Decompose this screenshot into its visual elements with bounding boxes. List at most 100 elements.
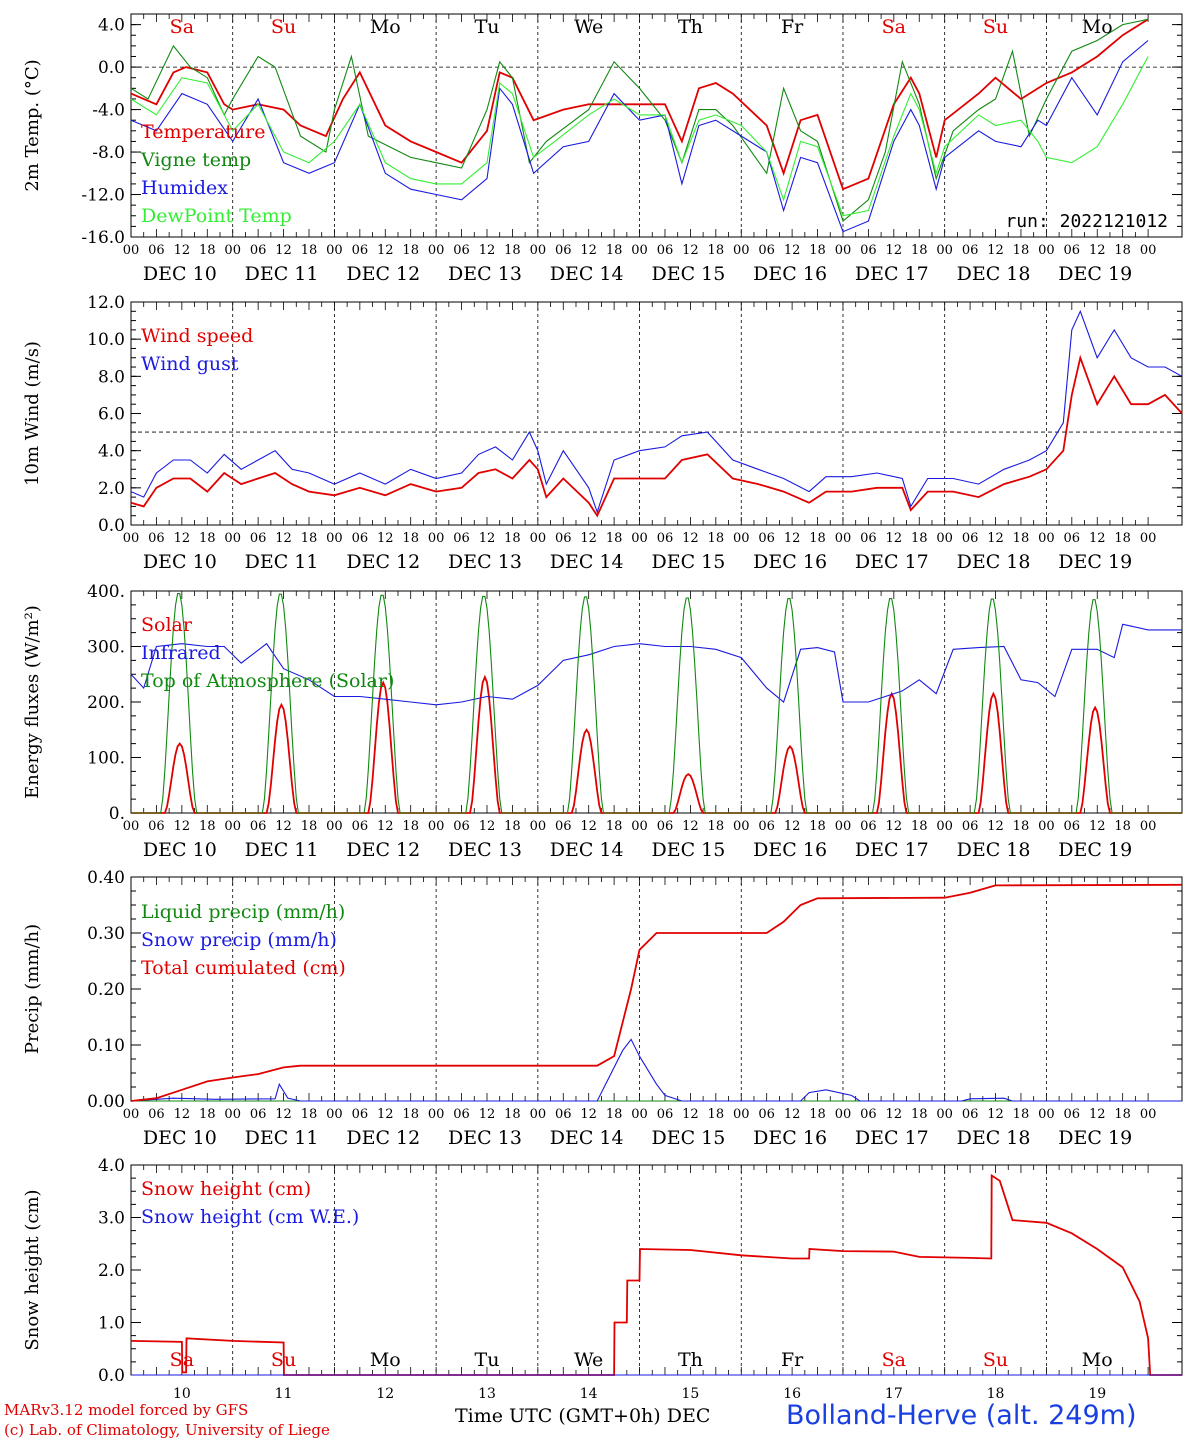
hour-tick-label: 06 bbox=[1064, 1107, 1081, 1122]
date-label: DEC 14 bbox=[550, 1127, 624, 1149]
panel-1 bbox=[130, 13, 1183, 238]
series-line-humidex bbox=[130, 40, 1149, 233]
day-name-top: Tu bbox=[475, 16, 500, 38]
date-label: DEC 15 bbox=[651, 263, 725, 285]
hour-tick-label: 00 bbox=[1038, 243, 1055, 258]
hour-tick-label: 12 bbox=[580, 819, 597, 834]
hour-tick-label: 12 bbox=[886, 531, 903, 546]
hour-tick-label: 18 bbox=[504, 819, 521, 834]
hour-tick-label: 18 bbox=[809, 531, 826, 546]
hour-tick-label: 18 bbox=[1013, 1107, 1030, 1122]
hour-tick-label: 00 bbox=[835, 531, 852, 546]
hour-tick-label: 00 bbox=[123, 243, 140, 258]
hour-tick-label: 18 bbox=[911, 531, 928, 546]
y-tick-label: 100. bbox=[87, 749, 125, 769]
hour-tick-label: 00 bbox=[733, 531, 750, 546]
hour-tick-label: 18 bbox=[708, 243, 725, 258]
hour-tick-label: 00 bbox=[1038, 1107, 1055, 1122]
hour-tick-label: 18 bbox=[606, 243, 623, 258]
hour-tick-label: 12 bbox=[987, 531, 1004, 546]
date-label: DEC 16 bbox=[753, 551, 827, 573]
hour-tick-label: 12 bbox=[479, 819, 496, 834]
day-name-top: Fr bbox=[781, 16, 804, 38]
date-label: DEC 16 bbox=[753, 1127, 827, 1149]
hour-tick-label: 06 bbox=[250, 819, 267, 834]
hour-tick-label: 12 bbox=[275, 819, 292, 834]
y-axis-label: Snow height (cm) bbox=[22, 1189, 43, 1350]
y-tick-label: 3.0 bbox=[98, 1209, 125, 1229]
panel-5 bbox=[130, 1164, 1183, 1376]
hour-tick-label: 00 bbox=[326, 243, 343, 258]
date-label: DEC 13 bbox=[448, 1127, 522, 1149]
y-tick-label: -8.0 bbox=[92, 143, 125, 163]
y-tick-label: 4.0 bbox=[98, 16, 125, 36]
hour-tick-label: 18 bbox=[1114, 243, 1131, 258]
hour-tick-label: 00 bbox=[1140, 531, 1157, 546]
date-label: DEC 17 bbox=[855, 1127, 929, 1149]
hour-tick-label: 06 bbox=[555, 1107, 572, 1122]
panel-frame bbox=[130, 301, 1183, 526]
hour-tick-label: 12 bbox=[784, 1107, 801, 1122]
model-credit: MARv3.12 model forced by GFS bbox=[4, 1401, 249, 1419]
y-tick-label: 0.00 bbox=[87, 1092, 125, 1112]
day-name-bottom: Sa bbox=[170, 1349, 194, 1371]
hour-tick-label: 00 bbox=[123, 531, 140, 546]
y-tick-label: 4.0 bbox=[98, 1156, 125, 1176]
hour-tick-label: 06 bbox=[148, 1107, 165, 1122]
time-axis-title: Time UTC (GMT+0h) DEC bbox=[455, 1405, 711, 1427]
panel-2 bbox=[130, 301, 1183, 526]
hour-tick-label: 12 bbox=[174, 819, 191, 834]
hour-tick-label: 00 bbox=[1140, 819, 1157, 834]
date-label: DEC 12 bbox=[346, 839, 420, 861]
day-name-bottom: Th bbox=[678, 1349, 703, 1371]
hour-tick-label: 12 bbox=[479, 243, 496, 258]
hour-tick-label: 18 bbox=[1114, 1107, 1131, 1122]
hour-tick-label: 18 bbox=[911, 819, 928, 834]
hour-tick-label: 00 bbox=[733, 1107, 750, 1122]
date-label: DEC 12 bbox=[346, 1127, 420, 1149]
hour-tick-label: 18 bbox=[911, 243, 928, 258]
y-tick-label: 300. bbox=[87, 638, 125, 658]
hour-tick-label: 12 bbox=[580, 531, 597, 546]
date-label: DEC 14 bbox=[550, 839, 624, 861]
hour-tick-label: 00 bbox=[1038, 819, 1055, 834]
day-name-bottom: We bbox=[574, 1349, 603, 1371]
day-name-top: Su bbox=[983, 16, 1008, 38]
day-number: 13 bbox=[478, 1386, 496, 1402]
date-label: DEC 19 bbox=[1058, 839, 1132, 861]
y-tick-label: 2.0 bbox=[98, 1261, 125, 1281]
legend-entry: Snow height (cm) bbox=[141, 1178, 311, 1200]
day-name-bottom: Sa bbox=[882, 1349, 906, 1371]
hour-tick-label: 18 bbox=[606, 1107, 623, 1122]
hour-tick-label: 12 bbox=[479, 1107, 496, 1122]
date-label: DEC 19 bbox=[1058, 551, 1132, 573]
hour-tick-label: 00 bbox=[530, 243, 547, 258]
hour-tick-label: 12 bbox=[784, 819, 801, 834]
hour-tick-label: 12 bbox=[1089, 819, 1106, 834]
hour-tick-label: 18 bbox=[809, 1107, 826, 1122]
legend-entry: DewPoint Temp bbox=[141, 205, 292, 227]
day-number: 16 bbox=[783, 1386, 801, 1402]
hour-tick-label: 06 bbox=[758, 243, 775, 258]
hour-tick-label: 18 bbox=[1013, 531, 1030, 546]
y-tick-label: 0.30 bbox=[87, 924, 125, 944]
legend-entry: Snow precip (mm/h) bbox=[141, 929, 337, 951]
day-number: 17 bbox=[885, 1386, 903, 1402]
hour-tick-label: 06 bbox=[962, 1107, 979, 1122]
hour-tick-label: 12 bbox=[479, 531, 496, 546]
series-line-wind-gust bbox=[130, 309, 1183, 514]
hour-tick-label: 06 bbox=[555, 531, 572, 546]
hour-tick-label: 06 bbox=[148, 243, 165, 258]
hour-tick-label: 06 bbox=[860, 531, 877, 546]
series-line-temperature bbox=[130, 18, 1149, 191]
day-number: 19 bbox=[1088, 1386, 1106, 1402]
series-line-solar bbox=[131, 674, 1182, 814]
legend-entry: Infrared bbox=[141, 642, 221, 664]
y-tick-label: 0.0 bbox=[98, 516, 125, 536]
hour-tick-label: 06 bbox=[860, 243, 877, 258]
legend-entry: Top of Atmosphere (Solar) bbox=[141, 670, 394, 692]
y-tick-label: 0. bbox=[109, 804, 125, 824]
legend-entry: Wind gust bbox=[141, 353, 239, 375]
y-tick-label: 0.20 bbox=[87, 980, 125, 1000]
hour-tick-label: 12 bbox=[377, 1107, 394, 1122]
